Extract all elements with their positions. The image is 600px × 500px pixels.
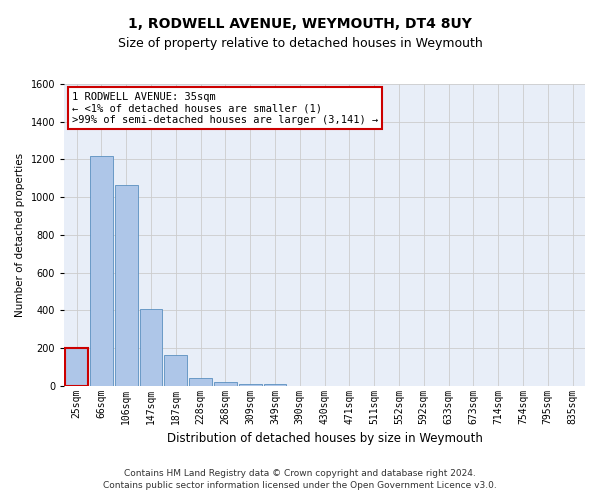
Bar <box>239 384 262 386</box>
Bar <box>140 310 163 386</box>
Y-axis label: Number of detached properties: Number of detached properties <box>15 153 25 317</box>
Bar <box>164 356 187 386</box>
Bar <box>115 185 137 386</box>
Bar <box>90 156 113 386</box>
Text: Size of property relative to detached houses in Weymouth: Size of property relative to detached ho… <box>118 38 482 51</box>
Bar <box>65 348 88 386</box>
Text: 1 RODWELL AVENUE: 35sqm
← <1% of detached houses are smaller (1)
>99% of semi-de: 1 RODWELL AVENUE: 35sqm ← <1% of detache… <box>72 92 378 124</box>
Bar <box>214 382 237 386</box>
Bar <box>189 378 212 386</box>
Text: 1, RODWELL AVENUE, WEYMOUTH, DT4 8UY: 1, RODWELL AVENUE, WEYMOUTH, DT4 8UY <box>128 18 472 32</box>
Text: Contains HM Land Registry data © Crown copyright and database right 2024.
Contai: Contains HM Land Registry data © Crown c… <box>103 468 497 490</box>
Bar <box>263 384 286 386</box>
X-axis label: Distribution of detached houses by size in Weymouth: Distribution of detached houses by size … <box>167 432 482 445</box>
